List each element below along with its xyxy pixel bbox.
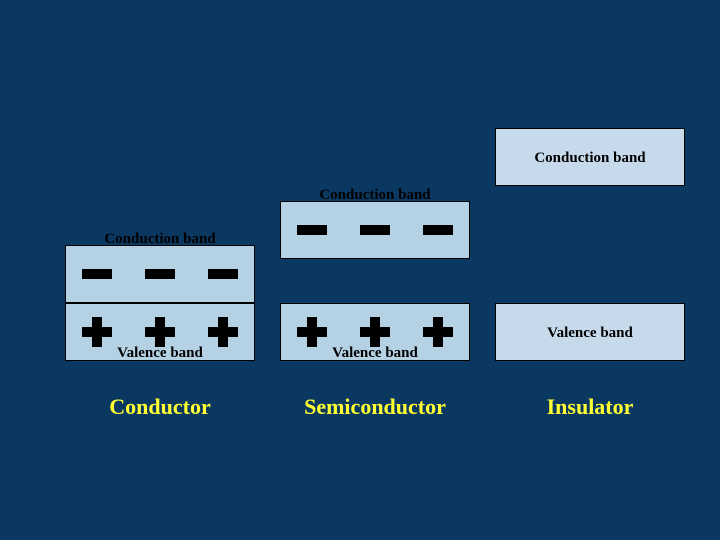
electron-icon [145, 269, 175, 279]
hole-icon [208, 317, 238, 347]
hole-icon [423, 317, 453, 347]
conductor-conduction-label: Conduction band [66, 232, 254, 247]
hole-icon [82, 317, 112, 347]
electron-icon [208, 269, 238, 279]
insulator-valence-label: Valence band [496, 326, 684, 341]
conductor-valence-label: Valence band [66, 346, 254, 361]
semiconductor-conduction-band: Conduction band [280, 201, 470, 259]
conductor-valence-band: Valence band [65, 303, 255, 361]
semiconductor-title: Semiconductor [280, 394, 470, 420]
electron-icon [297, 225, 327, 235]
hole-icon [145, 317, 175, 347]
insulator-conduction-band: Conduction band [495, 128, 685, 186]
conductor-conduction-band: Conduction band [65, 245, 255, 303]
insulator-valence-band: Valence band [495, 303, 685, 361]
semiconductor-valence-label: Valence band [281, 346, 469, 361]
semiconductor-valence-band: Valence band [280, 303, 470, 361]
hole-icon [360, 317, 390, 347]
electron-icon [360, 225, 390, 235]
electron-icon [423, 225, 453, 235]
semiconductor-conduction-label: Conduction band [281, 188, 469, 203]
insulator-title: Insulator [495, 394, 685, 420]
hole-icon [297, 317, 327, 347]
electron-icon [82, 269, 112, 279]
insulator-conduction-label: Conduction band [496, 151, 684, 166]
conductor-title: Conductor [65, 394, 255, 420]
